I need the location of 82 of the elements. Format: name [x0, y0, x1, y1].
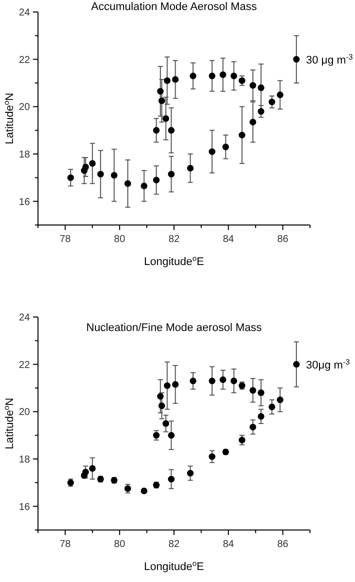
point [172, 381, 179, 388]
point [208, 378, 216, 384]
point [208, 148, 216, 155]
x-tick-label: 86 [277, 539, 289, 550]
point [293, 361, 300, 368]
point [250, 387, 256, 394]
point [258, 389, 264, 396]
y-tick-label: 24 [18, 8, 30, 18]
y-tick-label: 16 [18, 196, 30, 208]
point [276, 92, 284, 98]
point [97, 170, 104, 178]
point [238, 132, 246, 138]
annotation: 30 μg m$^{-3}$ [306, 52, 353, 66]
x-tick-label: 80 [114, 539, 126, 550]
y-tick-label: 18 [18, 454, 30, 466]
point [190, 378, 196, 384]
point [82, 164, 89, 170]
point [250, 82, 256, 89]
point [187, 164, 194, 172]
point [168, 432, 175, 439]
x-tick-label: 84 [222, 234, 234, 245]
point [140, 488, 148, 494]
point [164, 382, 170, 389]
point [250, 424, 256, 430]
point [187, 470, 194, 476]
point [168, 170, 175, 178]
point [276, 396, 284, 404]
x-tick-label: 78 [60, 234, 72, 245]
point [89, 160, 96, 167]
point [140, 182, 148, 190]
point [172, 76, 179, 83]
point [293, 56, 300, 63]
point [222, 144, 229, 150]
point [153, 127, 160, 134]
point [168, 127, 175, 134]
x-tick-label: 82 [168, 539, 180, 550]
x-tick-label: 82 [168, 234, 180, 245]
x-tick-label: 84 [222, 539, 234, 550]
y-tick-label: 18 [18, 150, 30, 160]
chart-title: Nucleation/Fine Mode aerosol Mass [86, 322, 262, 334]
point [157, 88, 164, 95]
annotation: 30μg m$^{-3}$ [306, 356, 350, 372]
point [82, 468, 89, 476]
point [220, 71, 226, 78]
x-tick-label: 86 [277, 234, 289, 245]
point [89, 465, 96, 472]
point [164, 77, 170, 84]
y-tick-label: 24 [18, 312, 30, 324]
point [230, 378, 238, 384]
point [238, 77, 246, 84]
point [153, 176, 160, 184]
y-tick-label: 22 [18, 360, 30, 371]
y-tick-label: 20 [18, 407, 30, 418]
chart-title: Accumulation Mode Aerosol Mass [91, 1, 258, 13]
point [250, 118, 256, 126]
x-axis-title: Longitude$^{o}$E [144, 558, 204, 573]
point [110, 172, 118, 179]
x-tick-label: 80 [114, 234, 126, 245]
y-tick-label: 22 [18, 54, 30, 66]
x-tick-label: 78 [60, 539, 72, 550]
point [158, 402, 166, 410]
y-tick-label: 20 [18, 102, 30, 114]
point [208, 72, 216, 80]
point [153, 432, 160, 439]
point [67, 174, 74, 181]
point [258, 108, 264, 115]
point [162, 115, 170, 122]
point [158, 97, 166, 104]
y-tick-label: 16 [18, 502, 30, 513]
point [238, 436, 246, 444]
point [220, 376, 226, 384]
point [268, 98, 276, 106]
point [124, 180, 132, 187]
x-axis-title: Longitude$^{o}$E [144, 254, 204, 268]
point [162, 420, 170, 427]
point [208, 453, 216, 460]
point [258, 413, 264, 420]
point [230, 72, 238, 80]
point [168, 476, 175, 482]
point [190, 72, 196, 80]
point [258, 84, 264, 92]
point [268, 404, 276, 410]
